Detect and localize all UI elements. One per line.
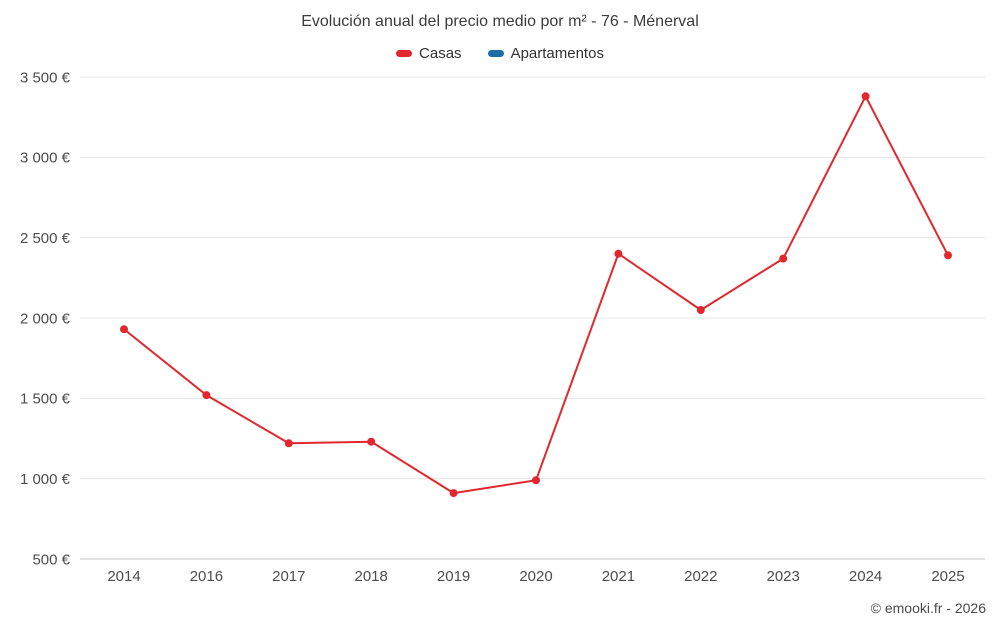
y-axis-label: 3 000 € bbox=[20, 150, 71, 167]
data-point-casas[interactable] bbox=[367, 437, 376, 446]
data-point-casas[interactable] bbox=[120, 325, 128, 334]
data-point-casas[interactable] bbox=[284, 439, 293, 448]
x-axis-tick-label: 2023 bbox=[767, 568, 800, 585]
legend-label: Casas bbox=[419, 45, 462, 62]
x-axis-tick-label: 2019 bbox=[437, 568, 470, 585]
y-axis-label: 1 000 € bbox=[20, 471, 71, 488]
x-axis-tick-label: 2018 bbox=[355, 568, 388, 585]
x-axis-tick-label: 2024 bbox=[849, 568, 882, 585]
y-axis-label: 1 500 € bbox=[20, 391, 71, 408]
legend-label: Apartamentos bbox=[510, 45, 604, 62]
series-line-casas bbox=[123, 95, 949, 495]
x-axis-tick-label: 2017 bbox=[272, 568, 305, 585]
legend-item-casas[interactable]: Casas bbox=[396, 45, 462, 62]
legend-item-apartamentos[interactable]: Apartamentos bbox=[487, 45, 604, 62]
data-point-casas[interactable] bbox=[449, 489, 458, 498]
legend-swatch-casas bbox=[396, 50, 413, 57]
legend-swatch-apartamentos bbox=[487, 50, 504, 57]
credit-link[interactable]: © emooki.fr - 2026 bbox=[870, 600, 986, 616]
y-axis-label: 2 000 € bbox=[20, 310, 71, 327]
data-point-casas[interactable] bbox=[944, 251, 952, 260]
y-axis-label: 3 500 € bbox=[20, 69, 71, 86]
data-point-casas[interactable] bbox=[202, 391, 211, 400]
data-point-casas[interactable] bbox=[696, 306, 705, 314]
chart-title: Evolución anual del precio medio por m² … bbox=[301, 13, 699, 30]
data-point-casas[interactable] bbox=[614, 249, 623, 258]
x-axis-tick-label: 2016 bbox=[190, 568, 223, 585]
x-axis-tick-label: 2021 bbox=[602, 568, 635, 585]
data-point-casas[interactable] bbox=[861, 92, 870, 101]
data-point-casas[interactable] bbox=[532, 476, 540, 485]
x-axis-tick-label: 2014 bbox=[107, 568, 140, 585]
y-axis-label: 500 € bbox=[32, 551, 70, 568]
y-axis-label: 2 500 € bbox=[20, 230, 71, 247]
x-axis-tick-label: 2020 bbox=[519, 568, 552, 585]
data-point-casas[interactable] bbox=[779, 254, 788, 263]
legend: Casas Apartamentos bbox=[0, 45, 1000, 62]
x-axis-tick-label: 2025 bbox=[931, 568, 964, 585]
x-axis-tick-label: 2022 bbox=[684, 568, 717, 585]
